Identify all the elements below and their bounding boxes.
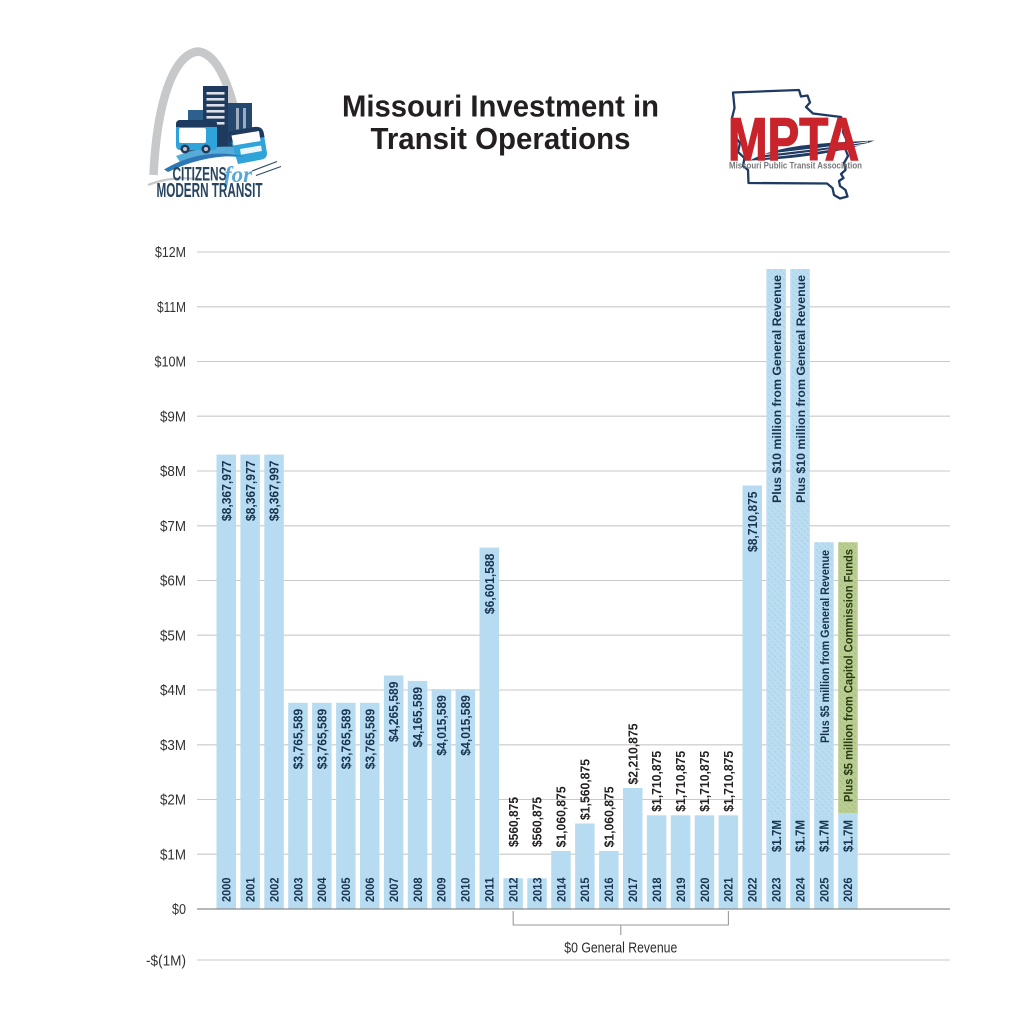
svg-text:$1,060,875: $1,060,875 <box>602 786 616 847</box>
svg-text:$3,765,589: $3,765,589 <box>339 709 353 770</box>
svg-text:$1.7M: $1.7M <box>818 820 832 852</box>
svg-text:2023: 2023 <box>772 878 784 903</box>
svg-text:2019: 2019 <box>676 878 688 903</box>
svg-text:Missouri Public Transit Associ: Missouri Public Transit Association <box>729 161 862 172</box>
svg-text:$8,367,977: $8,367,977 <box>220 461 234 522</box>
svg-text:Plus $5 million from Capitol C: Plus $5 million from Capitol Commission … <box>842 549 856 802</box>
svg-text:2013: 2013 <box>532 878 544 903</box>
svg-text:2002: 2002 <box>269 878 281 903</box>
svg-text:$12M: $12M <box>155 245 186 261</box>
svg-text:2022: 2022 <box>748 878 760 903</box>
svg-text:$1,710,875: $1,710,875 <box>698 751 712 812</box>
svg-text:$1.7M: $1.7M <box>842 820 856 852</box>
svg-text:2016: 2016 <box>604 878 616 903</box>
svg-text:$6M: $6M <box>160 574 186 590</box>
svg-text:2025: 2025 <box>819 877 831 902</box>
svg-text:$8,367,997: $8,367,997 <box>268 461 282 522</box>
svg-text:2004: 2004 <box>317 877 329 902</box>
svg-text:Plus $10 million from General: Plus $10 million from General Revenue <box>770 275 784 503</box>
svg-text:2018: 2018 <box>652 877 664 902</box>
svg-text:2024: 2024 <box>795 877 807 902</box>
svg-text:Plus $5 million from General R: Plus $5 million from General Revenue <box>818 550 832 743</box>
svg-text:2017: 2017 <box>628 878 640 903</box>
svg-text:$4,165,589: $4,165,589 <box>411 687 425 748</box>
svg-text:2000: 2000 <box>222 878 234 903</box>
svg-text:$2,210,875: $2,210,875 <box>626 723 640 784</box>
svg-text:$1M: $1M <box>160 848 186 864</box>
svg-text:$1.7M: $1.7M <box>794 820 808 852</box>
svg-text:Plus $10 million from General: Plus $10 million from General Revenue <box>794 275 808 503</box>
svg-text:2006: 2006 <box>365 878 377 903</box>
svg-text:$8M: $8M <box>160 464 186 480</box>
svg-text:$560,875: $560,875 <box>531 797 545 847</box>
svg-text:2008: 2008 <box>413 877 425 902</box>
svg-text:$10M: $10M <box>155 355 187 371</box>
svg-text:MPTA: MPTA <box>728 106 859 173</box>
svg-text:2011: 2011 <box>485 877 497 902</box>
svg-text:2007: 2007 <box>389 878 401 903</box>
svg-text:$4,015,589: $4,015,589 <box>435 695 449 756</box>
svg-text:2009: 2009 <box>437 878 449 903</box>
svg-text:$1,560,875: $1,560,875 <box>579 759 593 820</box>
svg-text:$4M: $4M <box>160 683 186 699</box>
svg-text:$3M: $3M <box>160 738 186 754</box>
svg-text:2003: 2003 <box>293 878 305 903</box>
svg-text:$9M: $9M <box>160 409 186 425</box>
svg-text:$3,765,589: $3,765,589 <box>292 709 306 770</box>
svg-text:for: for <box>224 162 253 187</box>
svg-text:$0: $0 <box>172 902 186 918</box>
svg-text:Missouri Investment in: Missouri Investment in <box>342 89 659 124</box>
svg-text:$6,601,588: $6,601,588 <box>483 554 497 615</box>
svg-text:$7M: $7M <box>160 519 186 535</box>
svg-text:$3,765,589: $3,765,589 <box>316 709 330 770</box>
svg-text:$2M: $2M <box>160 793 186 809</box>
svg-text:-$(1M): -$(1M) <box>146 954 186 970</box>
svg-text:2001: 2001 <box>246 877 258 902</box>
svg-text:2014: 2014 <box>556 877 568 902</box>
svg-text:$1,060,875: $1,060,875 <box>555 786 569 847</box>
svg-text:2005: 2005 <box>341 877 353 902</box>
svg-text:$8,710,875: $8,710,875 <box>746 491 760 552</box>
svg-text:$8,367,977: $8,367,977 <box>244 461 258 522</box>
svg-text:$5M: $5M <box>160 629 186 645</box>
svg-text:2026: 2026 <box>843 878 855 903</box>
svg-text:$11M: $11M <box>157 300 186 316</box>
svg-text:$0 General Revenue: $0 General Revenue <box>564 941 677 957</box>
svg-text:2012: 2012 <box>509 878 521 903</box>
svg-text:Transit Operations: Transit Operations <box>371 121 631 156</box>
svg-text:$1,710,875: $1,710,875 <box>722 751 736 812</box>
svg-text:$560,875: $560,875 <box>507 797 521 847</box>
svg-text:2020: 2020 <box>700 878 712 903</box>
svg-text:$1,710,875: $1,710,875 <box>674 751 688 812</box>
svg-text:CITIZENS: CITIZENS <box>173 164 227 185</box>
svg-text:$4,015,589: $4,015,589 <box>459 695 473 756</box>
svg-text:MODERN TRANSIT: MODERN TRANSIT <box>157 180 263 202</box>
svg-text:2015: 2015 <box>580 877 592 902</box>
svg-text:$1,710,875: $1,710,875 <box>650 751 664 812</box>
svg-text:$3,765,589: $3,765,589 <box>363 709 377 770</box>
svg-text:2010: 2010 <box>461 878 473 903</box>
svg-text:2021: 2021 <box>724 877 736 902</box>
svg-text:$1.7M: $1.7M <box>770 820 784 852</box>
svg-text:$4,265,589: $4,265,589 <box>387 681 401 742</box>
